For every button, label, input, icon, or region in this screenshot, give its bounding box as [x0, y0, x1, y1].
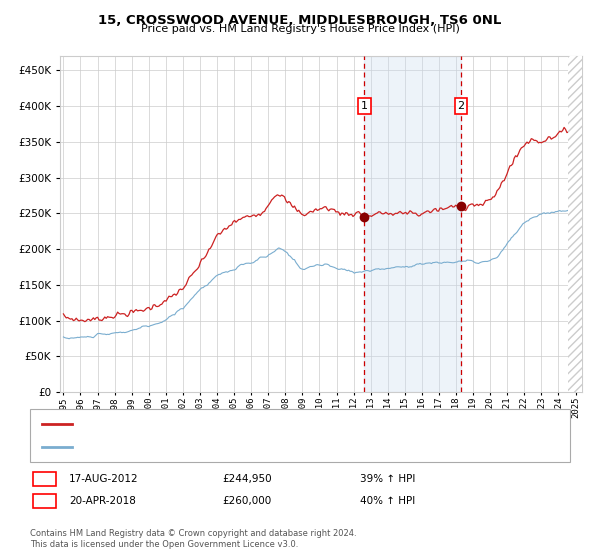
- Text: 2: 2: [41, 496, 48, 506]
- Text: 40% ↑ HPI: 40% ↑ HPI: [360, 496, 415, 506]
- Text: 17-AUG-2012: 17-AUG-2012: [69, 474, 139, 484]
- Text: 39% ↑ HPI: 39% ↑ HPI: [360, 474, 415, 484]
- Text: 20-APR-2018: 20-APR-2018: [69, 496, 136, 506]
- Text: 15, CROSSWOOD AVENUE, MIDDLESBROUGH, TS6 0NL (detached house): 15, CROSSWOOD AVENUE, MIDDLESBROUGH, TS6…: [78, 419, 434, 429]
- Text: £260,000: £260,000: [222, 496, 271, 506]
- Text: £244,950: £244,950: [222, 474, 272, 484]
- Text: Contains HM Land Registry data © Crown copyright and database right 2024.
This d: Contains HM Land Registry data © Crown c…: [30, 529, 356, 549]
- Text: 1: 1: [361, 101, 368, 111]
- Bar: [364, 56, 461, 392]
- Text: Price paid vs. HM Land Registry's House Price Index (HPI): Price paid vs. HM Land Registry's House …: [140, 24, 460, 34]
- Text: HPI: Average price, detached house, Redcar and Cleveland: HPI: Average price, detached house, Redc…: [78, 442, 366, 452]
- Text: 15, CROSSWOOD AVENUE, MIDDLESBROUGH, TS6 0NL: 15, CROSSWOOD AVENUE, MIDDLESBROUGH, TS6…: [98, 14, 502, 27]
- Bar: [568, 56, 582, 392]
- Text: 1: 1: [41, 474, 48, 484]
- Text: 2: 2: [457, 101, 464, 111]
